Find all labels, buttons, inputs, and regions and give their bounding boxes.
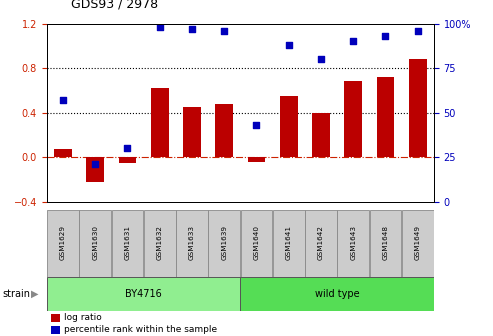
Bar [241,277,434,311]
Bar [119,157,137,163]
Text: log ratio: log ratio [64,313,102,322]
Bar [247,157,265,162]
Bar [377,77,394,157]
Bar [273,210,305,277]
Bar [209,210,240,277]
Bar [337,210,369,277]
Bar [111,210,143,277]
Text: GSM1629: GSM1629 [60,225,66,260]
Bar [305,210,337,277]
Point [252,122,260,128]
Text: GSM1632: GSM1632 [157,225,163,260]
Point [349,39,357,44]
Bar [86,157,104,181]
Bar [47,277,241,311]
Bar [151,88,169,157]
Point [285,42,293,48]
Text: GSM1633: GSM1633 [189,225,195,260]
Point [414,28,422,33]
Bar [144,210,176,277]
Bar [51,314,60,322]
Bar [402,210,433,277]
Bar [183,107,201,157]
Bar [176,210,208,277]
Bar [51,326,60,334]
Text: GSM1648: GSM1648 [383,225,388,260]
Point [91,162,99,167]
Bar [280,96,298,157]
Point [156,25,164,30]
Text: wild type: wild type [315,289,359,299]
Text: GDS93 / 2978: GDS93 / 2978 [71,0,159,10]
Bar [370,210,401,277]
Bar [409,59,426,157]
Text: GSM1639: GSM1639 [221,225,227,260]
Bar [312,113,330,157]
Text: GSM1641: GSM1641 [286,225,292,260]
Bar [344,81,362,157]
Bar [79,210,111,277]
Point [382,33,389,39]
Point [59,97,67,103]
Bar [241,210,272,277]
Point [220,28,228,33]
Bar [54,149,72,157]
Text: GSM1649: GSM1649 [415,225,421,260]
Text: percentile rank within the sample: percentile rank within the sample [64,326,217,334]
Point [317,56,325,62]
Text: GSM1630: GSM1630 [92,225,98,260]
Point [188,26,196,32]
Text: GSM1642: GSM1642 [318,225,324,260]
Text: ▶: ▶ [31,289,38,299]
Bar [215,103,233,157]
Text: GSM1631: GSM1631 [124,225,131,260]
Point [124,145,132,151]
Text: strain: strain [2,289,31,299]
Text: GSM1640: GSM1640 [253,225,259,260]
Text: BY4716: BY4716 [125,289,162,299]
Text: GSM1643: GSM1643 [350,225,356,260]
Bar [47,210,79,277]
